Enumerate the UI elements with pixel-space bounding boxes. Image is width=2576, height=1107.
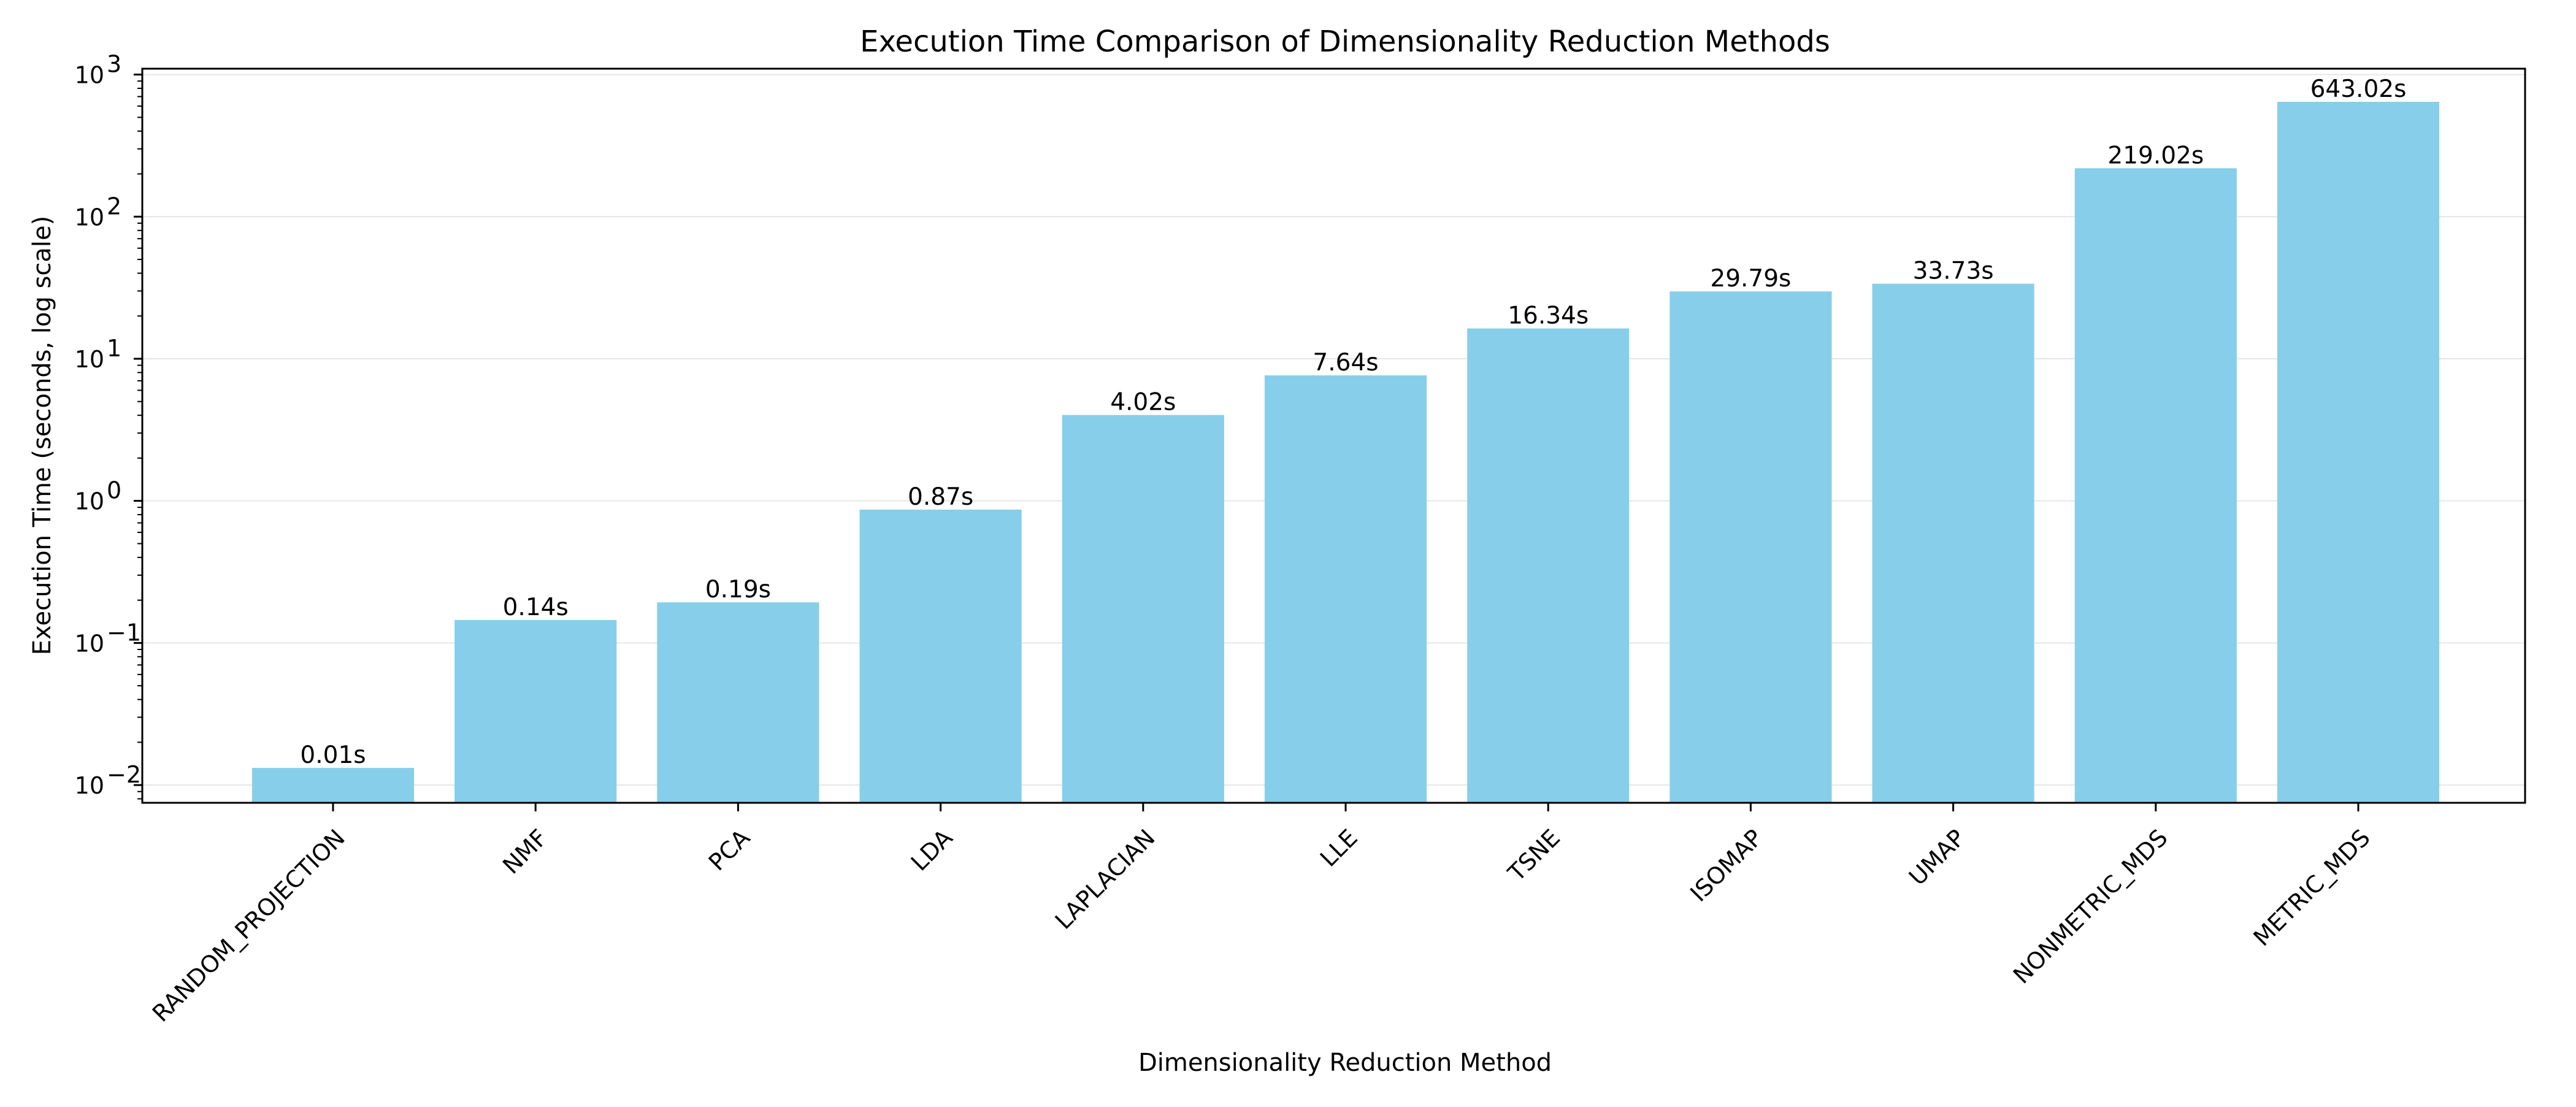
y-tick-label: 10	[75, 62, 104, 89]
bar-nmf	[454, 619, 617, 803]
bar-metric-mds	[2277, 102, 2440, 803]
bar-value-label: 0.19s	[705, 576, 771, 603]
x-tick-label: RANDOM_PROJECTION	[147, 824, 350, 1027]
y-tick-label: 10	[75, 346, 104, 373]
chart-title: Execution Time Comparison of Dimensional…	[860, 25, 1830, 59]
bar-value-label: 643.02s	[2310, 75, 2407, 103]
y-tick-exponent: 2	[107, 193, 121, 220]
x-tick-label: NONMETRIC_MDS	[2008, 824, 2173, 989]
y-tick-exponent: 0	[107, 477, 121, 504]
bar-tsne	[1467, 328, 1630, 803]
bar-random-projection	[251, 768, 415, 803]
plot-frame	[141, 67, 2526, 804]
x-tick-label: LAPLACIAN	[1050, 824, 1160, 935]
bar-value-label: 0.14s	[503, 594, 569, 621]
y-axis-label: Execution Time (seconds, log scale)	[28, 216, 56, 656]
bar-value-label: 4.02s	[1110, 389, 1176, 416]
bar-labels-layer: 0.01s 0.14s 0.19s 0.87s 4.02s 7.64s 16.34s 29.7…	[300, 75, 2406, 769]
bar-lle	[1264, 375, 1427, 803]
x-axis: RANDOM_PROJECTION NMF PCA LDA LAPLACIAN LLE TS…	[147, 803, 2375, 1027]
bar-value-label: 219.02s	[2107, 142, 2204, 169]
bar-value-label: 16.34s	[1508, 302, 1589, 330]
y-tick-exponent: −1	[107, 619, 141, 646]
y-tick-exponent: 1	[107, 335, 121, 362]
x-tick-label: METRIC_MDS	[2248, 824, 2375, 951]
bar-laplacian	[1062, 415, 1224, 803]
bar-value-label: 29.79s	[1710, 265, 1791, 293]
y-tick-exponent: −2	[107, 761, 141, 788]
bar-value-label: 7.64s	[1313, 349, 1378, 377]
bar-isomap	[1669, 291, 1832, 803]
bar-umap	[1872, 283, 2034, 803]
x-tick-label: LDA	[906, 824, 958, 876]
x-tick-label: LLE	[1315, 824, 1363, 872]
bar-pca	[657, 602, 819, 803]
y-tick-label: 10	[75, 772, 104, 799]
x-tick-label: TSNE	[1503, 824, 1565, 887]
bar-value-label: 0.87s	[908, 483, 973, 511]
x-tick-label: UMAP	[1904, 824, 1971, 891]
y-tick-label: 10	[75, 630, 104, 657]
x-tick-label: PCA	[703, 824, 755, 876]
bar-nonmetric-mds	[2074, 168, 2237, 803]
y-tick-label: 10	[75, 488, 104, 515]
bar-value-label: 33.73s	[1913, 258, 1994, 285]
bar-lda	[859, 509, 1022, 803]
x-axis-label: Dimensionality Reduction Method	[1138, 1049, 1552, 1077]
bar-value-label: 0.01s	[300, 741, 366, 769]
x-tick-label: ISOMAP	[1685, 824, 1768, 907]
bars-layer	[251, 102, 2440, 803]
y-tick-exponent: 3	[107, 51, 121, 78]
y-tick-label: 10	[75, 204, 104, 231]
x-tick-label: NMF	[497, 824, 553, 879]
